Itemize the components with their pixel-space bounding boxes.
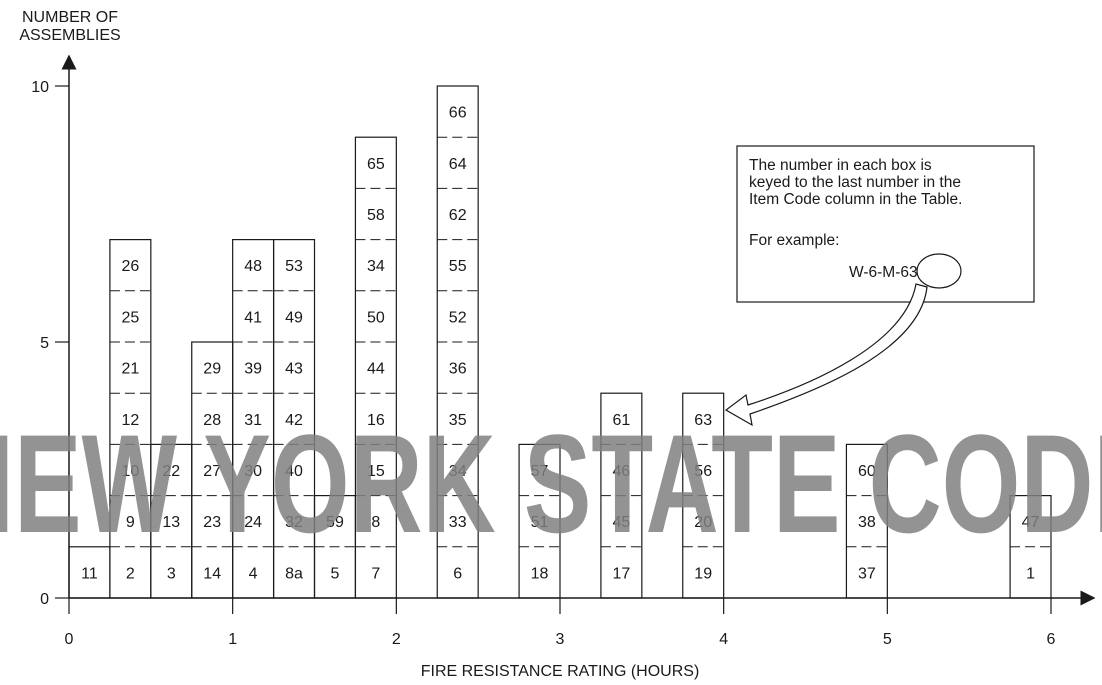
bar-cell-label: 30: [244, 463, 262, 480]
bar-cell-label: 41: [244, 309, 262, 326]
bar-cell-label: 62: [449, 207, 467, 224]
bar-cell-label: 9: [126, 514, 135, 531]
bar-cell-label: 13: [162, 514, 180, 531]
bar-cell-label: 57: [531, 463, 549, 480]
y-axis-label-line-1: NUMBER OF: [22, 9, 118, 26]
bar-cell-label: 59: [326, 514, 344, 531]
bar-cell-label: 8a: [285, 565, 303, 582]
watermark: NEW YORK STATE CODE: [0, 405, 1102, 562]
bar-cell-label: 64: [449, 156, 467, 173]
bar-cell-label: 31: [244, 412, 262, 429]
bar-cell-label: 36: [449, 361, 467, 378]
bar-cell-label: 42: [285, 412, 303, 429]
bar-cell-label: 34: [367, 258, 385, 275]
bar-cell-label: 37: [858, 565, 876, 582]
bar-cell-label: 1: [1026, 565, 1035, 582]
x-tick-label: 1: [228, 631, 237, 648]
bar-cell-label: 46: [612, 463, 630, 480]
bar-cell-label: 66: [449, 105, 467, 122]
bar-cell-label: 7: [371, 565, 380, 582]
bar-cell-label: 5: [331, 565, 340, 582]
bar-cell-label: 10: [121, 463, 139, 480]
y-axis-label-line-2: ASSEMBLIES: [19, 27, 120, 44]
bar-cell-label: 24: [244, 514, 262, 531]
bar-cell-label: 4: [249, 565, 258, 582]
callout-arrow: [724, 283, 928, 427]
x-tick-label: 2: [392, 631, 401, 648]
bar-cell-label: 21: [121, 361, 139, 378]
bar-cell-label: 44: [367, 361, 385, 378]
bar-cell-label: 35: [449, 412, 467, 429]
bar-cell-label: 43: [285, 361, 303, 378]
bar-cell-label: 8: [371, 514, 380, 531]
bar-cell-label: 16: [367, 412, 385, 429]
y-tick-label: 10: [31, 79, 49, 96]
bar-cell-label: 26: [121, 258, 139, 275]
bar-cell-label: 47: [1022, 514, 1040, 531]
annotation-example-label: For example:: [749, 232, 839, 249]
bar-cell-label: 52: [449, 309, 467, 326]
bar-cell-label: 11: [81, 565, 98, 582]
bar-cell-label: 14: [203, 565, 221, 582]
bar-cell-label: 34: [449, 463, 467, 480]
bar-cell-label: 49: [285, 309, 303, 326]
bar-cell-label: 48: [244, 258, 262, 275]
bar-cell-label: 56: [694, 463, 712, 480]
bar-cell-label: 3: [167, 565, 176, 582]
bar-cell-label: 40: [285, 463, 303, 480]
y-tick-label: 0: [40, 591, 49, 608]
bar-cell-label: 28: [203, 412, 221, 429]
x-tick-label: 6: [1047, 631, 1056, 648]
bar-cell-label: 22: [162, 463, 180, 480]
bar-cell-label: 18: [531, 565, 549, 582]
bar-cell-label: 27: [203, 463, 221, 480]
annotation-line: The number in each box is: [749, 157, 932, 174]
bar-cell-label: 20: [694, 514, 712, 531]
annotation-example-code: W-6-M-63: [849, 264, 918, 281]
bar-cell-label: 15: [367, 463, 385, 480]
bar-cell-label: 12: [121, 412, 139, 429]
x-tick-label: 4: [719, 631, 728, 648]
x-tick-label: 5: [883, 631, 892, 648]
bar-cell-label: 33: [449, 514, 467, 531]
bar-cell-label: 38: [858, 514, 876, 531]
bar-cell-label: 32: [285, 514, 303, 531]
bar-cell-label: 45: [612, 514, 630, 531]
bar-cell-label: 50: [367, 309, 385, 326]
bar-cell-label: 60: [858, 463, 876, 480]
annotation-line: keyed to the last number in the: [749, 174, 961, 191]
bar-cell-label: 19: [694, 565, 712, 582]
bar-cell-label: 65: [367, 156, 385, 173]
bar-cell-label: 53: [285, 258, 303, 275]
bar-cell-label: 23: [203, 514, 221, 531]
annotation-line: Item Code column in the Table.: [749, 191, 962, 208]
bar-cell-label: 2: [126, 565, 135, 582]
bar-cell-label: 29: [203, 361, 221, 378]
bar-cell-label: 61: [612, 412, 630, 429]
bar-cell-label: 39: [244, 361, 262, 378]
annotation-frame: [736, 145, 1035, 303]
x-tick-label: 3: [556, 631, 565, 648]
bar-cell-label: 17: [612, 565, 630, 582]
bar-cell-label: 63: [694, 412, 712, 429]
bar-cell-label: 58: [367, 207, 385, 224]
bar-cell-label: 51: [531, 514, 549, 531]
bar-cell-label: 55: [449, 258, 467, 275]
bar-cell-label: 25: [121, 309, 139, 326]
x-tick-label: 0: [65, 631, 74, 648]
bar-cell-label: 6: [453, 565, 462, 582]
x-axis-label: FIRE RESISTANCE RATING (HOURS): [421, 663, 700, 680]
highlight-circle: [916, 253, 962, 289]
y-tick-label: 5: [40, 335, 49, 352]
